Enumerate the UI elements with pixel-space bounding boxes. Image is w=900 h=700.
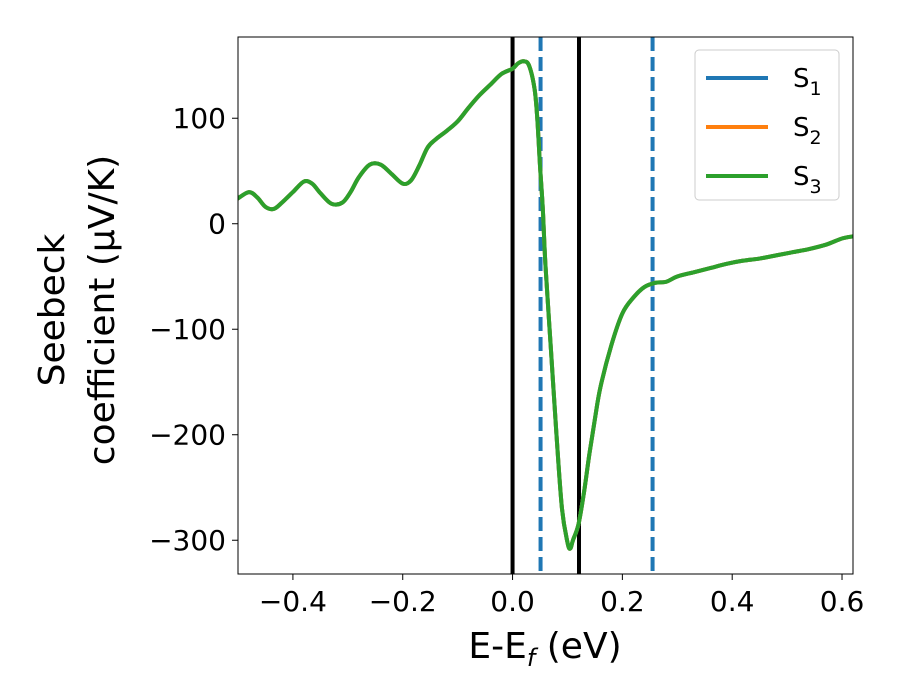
x-tick-label: 0.0 xyxy=(490,585,535,618)
y-tick-label: −100 xyxy=(149,313,226,346)
x-axis-label: E-Ef (eV) xyxy=(468,626,621,672)
plot-frame xyxy=(237,36,854,575)
x-tick-label: 0.6 xyxy=(820,585,865,618)
x-tick-label: 0.2 xyxy=(600,585,645,618)
x-tick-label: 0.4 xyxy=(710,585,755,618)
x-axis: −0.4 −0.2 0.0 0.2 0.4 0.6 xyxy=(259,574,864,618)
y-tick-label: 100 xyxy=(173,102,226,135)
y-axis-label: Seebeck coefficient (μV/K) xyxy=(32,155,123,465)
y-tick-label: 0 xyxy=(208,208,226,241)
x-tick-label: −0.2 xyxy=(369,585,437,618)
y-tick-label: −200 xyxy=(149,419,226,452)
legend-label-S2: S2 xyxy=(793,113,822,149)
y-axis-label-line2: coefficient (μV/K) xyxy=(82,155,123,465)
series-lines xyxy=(238,59,853,551)
y-axis-label-line1: Seebeck xyxy=(32,233,73,386)
x-tick-label: −0.4 xyxy=(259,585,327,618)
y-axis: 100 0 −100 −200 −300 xyxy=(149,102,238,557)
y-tick-label: −300 xyxy=(149,524,226,557)
reference-lines xyxy=(510,37,655,574)
series-line-S3 xyxy=(238,59,853,551)
legend: S1 S2 S3 xyxy=(694,49,840,201)
legend-label-S3: S3 xyxy=(793,162,822,198)
legend-label-S1: S1 xyxy=(793,64,822,100)
